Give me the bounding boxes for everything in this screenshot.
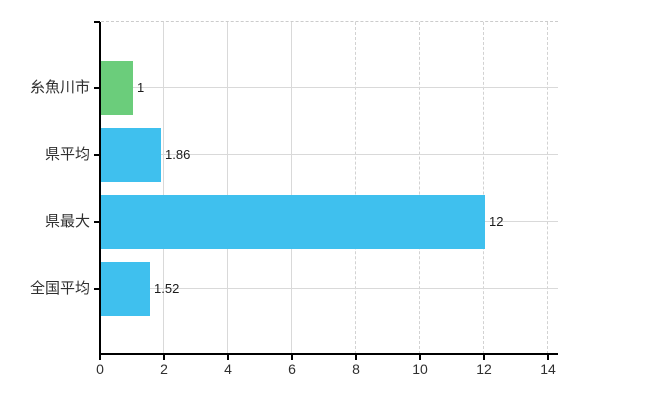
y-axis-end-cap <box>94 21 100 23</box>
y-axis-line <box>99 22 101 355</box>
x-axis-tick-label-14: 14 <box>540 361 556 377</box>
gridline-x-4 <box>227 22 228 354</box>
y-axis-tick-1 <box>94 154 100 156</box>
x-axis-tick-label-10: 10 <box>412 361 428 377</box>
bar-2 <box>101 195 485 249</box>
gridline-x-10 <box>419 22 420 354</box>
category-label-3: 全国平均 <box>29 280 90 297</box>
gridline-y-0 <box>100 87 558 88</box>
x-axis-tick-6 <box>291 354 293 360</box>
y-axis-tick-0 <box>94 87 100 89</box>
bar-1 <box>101 128 161 182</box>
gridline-y-1 <box>100 154 558 155</box>
x-axis-tick-label-2: 2 <box>160 361 168 377</box>
category-label-0: 糸魚川市 <box>29 79 90 96</box>
gridline-x-2 <box>163 22 164 354</box>
gridline-x-6 <box>291 22 292 354</box>
x-axis-tick-label-0: 0 <box>96 361 104 377</box>
gridline-x-14 <box>547 22 548 354</box>
y-axis-tick-3 <box>94 288 100 290</box>
plot-top-border <box>101 21 558 22</box>
x-axis-tick-10 <box>419 354 421 360</box>
x-axis-tick-8 <box>355 354 357 360</box>
x-axis-tick-label-12: 12 <box>476 361 492 377</box>
x-axis-tick-label-6: 6 <box>288 361 296 377</box>
category-label-1: 県平均 <box>44 146 90 163</box>
x-axis-tick-label-8: 8 <box>352 361 360 377</box>
x-axis-line <box>99 353 558 355</box>
value-label-0: 1 <box>137 80 145 95</box>
y-axis-tick-2 <box>94 221 100 223</box>
gridline-x-8 <box>355 22 356 354</box>
x-axis-tick-12 <box>483 354 485 360</box>
gridline-y-3 <box>100 288 558 289</box>
value-label-2: 12 <box>489 214 504 229</box>
x-axis-tick-2 <box>163 354 165 360</box>
x-axis-tick-4 <box>227 354 229 360</box>
gridline-x-12 <box>483 22 484 354</box>
bar-0 <box>101 61 133 115</box>
x-axis-tick-label-4: 4 <box>224 361 232 377</box>
bar-3 <box>101 262 150 316</box>
value-label-1: 1.86 <box>165 147 191 162</box>
category-label-2: 県最大 <box>44 213 90 230</box>
value-label-3: 1.52 <box>154 281 180 296</box>
x-axis-tick-14 <box>547 354 549 360</box>
x-axis-tick-0 <box>99 354 101 360</box>
